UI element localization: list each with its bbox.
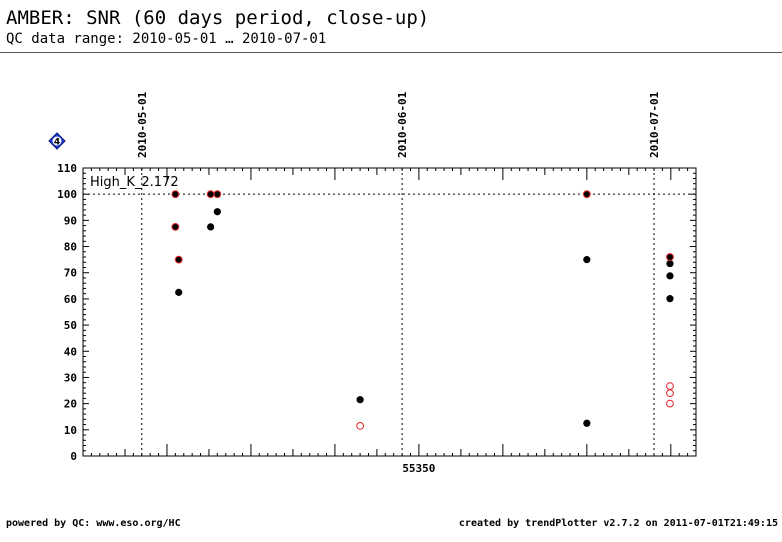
point-filled bbox=[666, 253, 674, 261]
badge-group: 4 bbox=[48, 132, 66, 150]
y-tick-label: 40 bbox=[64, 345, 77, 358]
point-filled bbox=[171, 190, 179, 198]
point-filled bbox=[583, 419, 591, 427]
y-tick-label: 100 bbox=[57, 188, 77, 201]
point-open bbox=[582, 190, 591, 199]
y-tick-label: 50 bbox=[64, 319, 77, 332]
point-filled bbox=[171, 223, 179, 231]
point-filled bbox=[175, 288, 183, 296]
point-filled bbox=[666, 295, 674, 303]
badge-number: 4 bbox=[54, 138, 60, 148]
point-filled bbox=[583, 190, 591, 198]
y-tick-label: 80 bbox=[64, 241, 77, 254]
point-open bbox=[666, 382, 674, 390]
y-tick-label: 30 bbox=[64, 371, 77, 384]
chart-title: AMBER: SNR (60 days period, close-up) bbox=[6, 7, 430, 29]
y-tick-label: 20 bbox=[64, 398, 77, 411]
date-marker-label: 2010-05-01 bbox=[136, 91, 149, 158]
point-filled bbox=[583, 256, 591, 264]
point-open bbox=[213, 190, 222, 199]
plot-frame bbox=[82, 167, 697, 457]
point-filled bbox=[213, 190, 221, 198]
date-marker-label: 2010-07-01 bbox=[648, 91, 661, 158]
date-marker-label: 2010-06-01 bbox=[396, 91, 409, 158]
point-open bbox=[174, 255, 183, 264]
x-tick-label: 55350 bbox=[402, 462, 435, 475]
badge-inner bbox=[52, 136, 62, 146]
chart-subtitle: QC data range: 2010-05-01 … 2010-07-01 bbox=[6, 31, 327, 47]
point-open bbox=[356, 421, 365, 430]
point-filled bbox=[207, 190, 215, 198]
y-tick-label: 0 bbox=[70, 450, 77, 463]
footer-powered-by: powered by QC: www.eso.org/HC bbox=[6, 518, 181, 529]
point-open bbox=[666, 399, 674, 408]
point-filled bbox=[175, 256, 183, 264]
header-divider bbox=[0, 52, 782, 53]
y-tick-label: 70 bbox=[64, 267, 77, 280]
point-filled bbox=[207, 223, 215, 231]
date-markers: 2010-05-01 2010-06-01 2010-07-01 bbox=[136, 91, 661, 456]
y-tick-label: 110 bbox=[57, 162, 77, 175]
data-points bbox=[171, 190, 674, 430]
point-open bbox=[666, 389, 674, 398]
point-filled bbox=[213, 208, 221, 216]
y-tick-label: 10 bbox=[64, 424, 77, 437]
point-filled bbox=[356, 396, 364, 404]
point-open bbox=[666, 253, 674, 261]
panel-label: High_K_2.172 bbox=[90, 175, 179, 190]
y-tick-label: 60 bbox=[64, 293, 77, 306]
footer-created-by: created by trendPlotter v2.7.2 on 2011-0… bbox=[458, 518, 778, 529]
point-filled bbox=[666, 272, 674, 280]
plot-axes: 0 10 20 30 40 50 60 70 80 90 100 110 55350 bbox=[57, 162, 697, 475]
point-open bbox=[171, 190, 180, 199]
y-tick-label: 90 bbox=[64, 214, 77, 227]
point-filled bbox=[666, 259, 674, 268]
point-open bbox=[171, 223, 180, 231]
